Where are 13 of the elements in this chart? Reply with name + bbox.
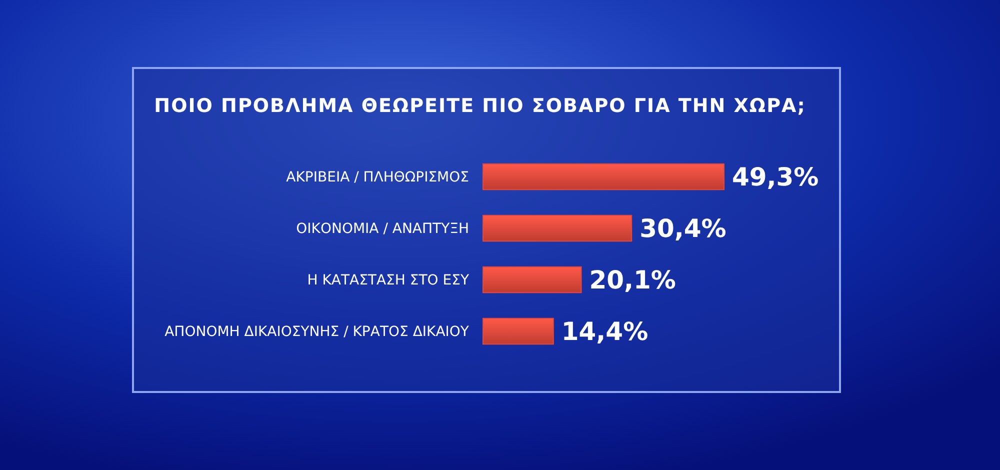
bar [482, 266, 582, 294]
bar [482, 163, 724, 190]
chart-title: ΠΟΙΟ ΠΡΟΒΛΗΜΑ ΘΕΩΡΕΙΤΕ ΠΙΟ ΣΟΒΑΡΟ ΓΙΑ ΤΗΝ ΧΩΡΑ; [154, 95, 806, 117]
bar [482, 214, 632, 242]
y-tick-label: ΑΚΡΙΒΕΙΑ / ΠΛΗΘΩΡΙΣΜΟΣ [286, 170, 469, 186]
y-tick-label: ΟΙΚΟΝΟΜΙΑ / ΑΝΑΠΤΥΞΗ [296, 221, 469, 238]
data-label: 14,4% [561, 317, 648, 346]
y-tick-label: Η ΚΑΤΑΣΤΑΣΗ ΣΤΟ ΕΣΥ [307, 272, 470, 289]
data-label: 49,3% [732, 162, 819, 192]
bar [482, 318, 554, 345]
data-label: 20,1% [589, 266, 676, 294]
data-label: 30,4% [640, 214, 726, 243]
y-tick-label: ΑΠΟΝΟΜΗ ΔΙΚΑΙΟΣΥΝΗΣ / ΚΡΑΤΟΣ ΔΙΚΑΙΟΥ [164, 324, 470, 340]
